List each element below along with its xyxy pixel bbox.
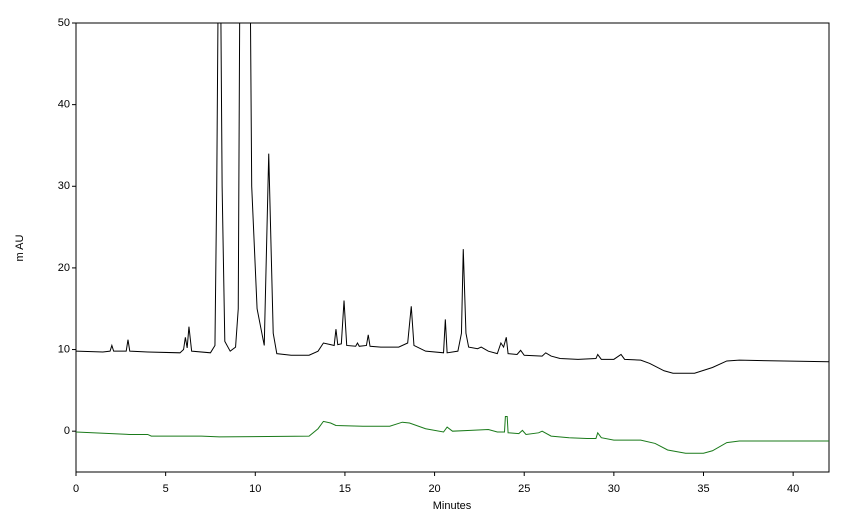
y-axis-label: m AU [14, 235, 26, 262]
trace-line [76, 415, 829, 454]
x-tick-label: 5 [163, 483, 169, 495]
y-tick-label: 30 [58, 180, 70, 192]
x-tick-label: 35 [697, 483, 709, 495]
y-tick-label: 50 [58, 17, 70, 29]
y-tick-label: 20 [58, 262, 70, 274]
x-tick-label: 20 [428, 483, 440, 495]
x-tick-label: 25 [518, 483, 530, 495]
x-tick-label: 0 [73, 483, 79, 495]
plot-frame [75, 22, 830, 473]
traces [76, 23, 829, 454]
x-tick-label: 15 [339, 483, 351, 495]
x-tick-label: 30 [608, 483, 620, 495]
x-tick-label: 40 [787, 483, 799, 495]
x-axis-label: Minutes [433, 500, 472, 512]
y-tick-label: 10 [58, 343, 70, 355]
y-tick-label: 40 [58, 99, 70, 111]
trace-line [76, 23, 829, 374]
y-tick-label: 0 [64, 425, 70, 437]
x-tick-label: 10 [249, 483, 261, 495]
